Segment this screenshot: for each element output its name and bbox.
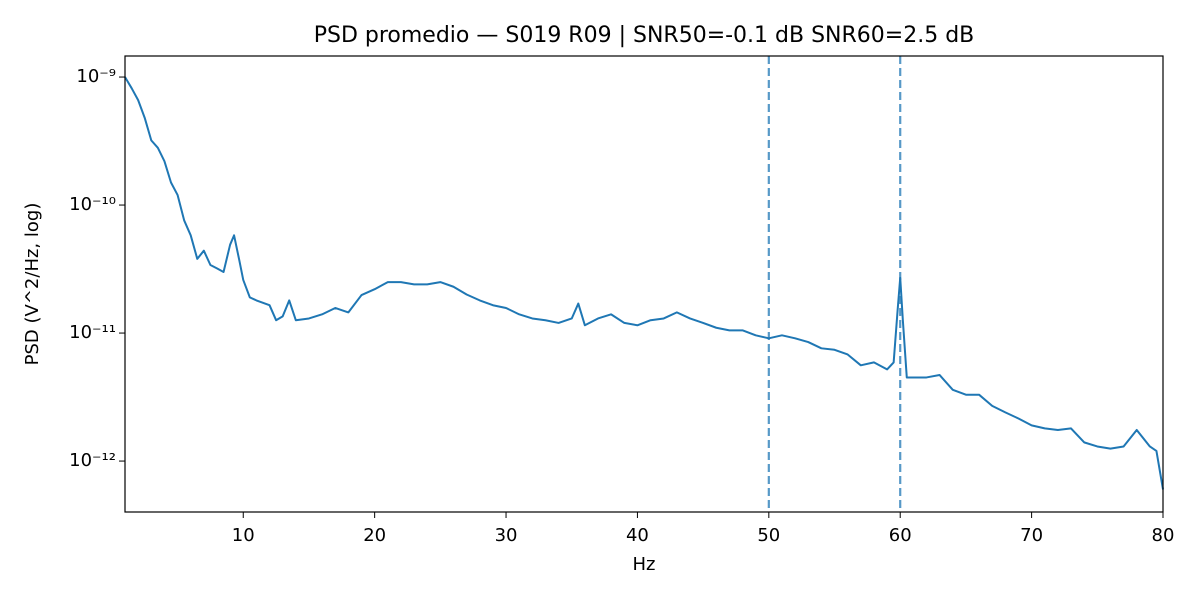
x-tick-label: 40 [626, 525, 649, 546]
x-tick-label: 70 [1020, 525, 1043, 546]
y-tick-label: 10⁻¹¹ [69, 322, 116, 343]
chart-title: PSD promedio — S019 R09 | SNR50=-0.1 dB … [314, 23, 975, 48]
x-tick-label: 80 [1152, 525, 1175, 546]
line-series [124, 76, 1164, 490]
y-axis-label: PSD (V^2/Hz, log) [22, 203, 43, 366]
plot-frame [124, 55, 1164, 513]
y-tick-label: 10⁻¹⁰ [69, 194, 116, 215]
x-axis-label: Hz [633, 554, 656, 575]
y-tick-label: 10⁻⁹ [76, 66, 116, 87]
x-tick-label: 10 [232, 525, 255, 546]
x-tick-label: 30 [495, 525, 518, 546]
x-tick-label: 50 [757, 525, 780, 546]
x-tick-label: 60 [889, 525, 912, 546]
y-tick-label: 10⁻¹² [69, 450, 116, 471]
x-tick-label: 20 [363, 525, 386, 546]
